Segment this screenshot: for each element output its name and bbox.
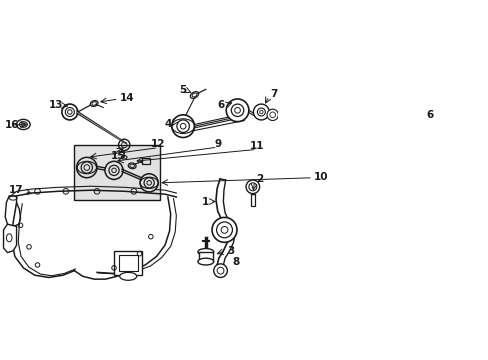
Text: 12: 12 xyxy=(151,139,165,149)
Bar xyxy=(199,252,212,261)
Text: 11: 11 xyxy=(250,141,264,151)
Ellipse shape xyxy=(190,92,198,98)
Text: 4: 4 xyxy=(164,120,171,130)
Circle shape xyxy=(213,264,227,278)
Ellipse shape xyxy=(120,273,137,280)
Circle shape xyxy=(212,217,237,242)
Bar xyxy=(142,158,149,164)
Text: 13: 13 xyxy=(48,100,63,110)
Bar xyxy=(74,145,160,201)
Text: 17: 17 xyxy=(9,185,23,195)
Ellipse shape xyxy=(198,258,213,265)
Text: 9: 9 xyxy=(214,139,221,149)
Text: 6: 6 xyxy=(217,100,224,110)
Text: 5: 5 xyxy=(179,85,186,95)
Circle shape xyxy=(253,104,269,120)
Circle shape xyxy=(105,161,123,179)
Polygon shape xyxy=(3,224,17,252)
Circle shape xyxy=(226,99,248,122)
Text: 7: 7 xyxy=(269,89,277,99)
Text: 15: 15 xyxy=(111,151,125,161)
Text: 2: 2 xyxy=(255,174,263,184)
Text: 1: 1 xyxy=(202,197,209,207)
Text: 8: 8 xyxy=(232,257,239,267)
Circle shape xyxy=(171,115,194,138)
Circle shape xyxy=(266,109,278,121)
Text: 10: 10 xyxy=(313,172,328,182)
Bar xyxy=(118,255,138,271)
Ellipse shape xyxy=(245,180,259,194)
Bar xyxy=(114,251,142,275)
Text: 16: 16 xyxy=(5,120,20,130)
Bar xyxy=(250,194,255,206)
Text: 6: 6 xyxy=(426,110,433,120)
Ellipse shape xyxy=(198,248,213,255)
Text: 3: 3 xyxy=(227,246,234,256)
Text: 14: 14 xyxy=(120,93,134,103)
Circle shape xyxy=(140,174,158,192)
Circle shape xyxy=(77,157,97,178)
Polygon shape xyxy=(5,196,20,226)
